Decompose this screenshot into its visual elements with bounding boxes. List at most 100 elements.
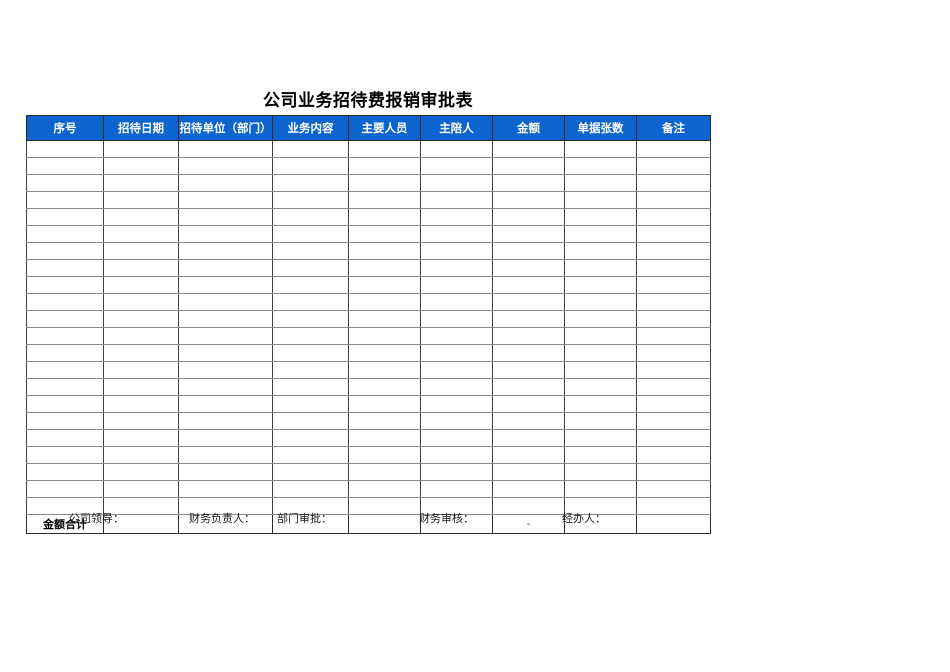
cell-business[interactable]	[272, 310, 349, 328]
cell-amount[interactable]	[492, 174, 565, 192]
cell-amount[interactable]	[492, 378, 565, 396]
cell-business[interactable]	[272, 361, 349, 379]
cell-host[interactable]	[420, 208, 493, 226]
cell-amount[interactable]	[492, 293, 565, 311]
cell-date[interactable]	[103, 208, 179, 226]
cell-date[interactable]	[103, 242, 179, 260]
cell-date[interactable]	[103, 225, 179, 243]
cell-staff[interactable]	[348, 140, 421, 158]
cell-business[interactable]	[272, 157, 349, 175]
cell-host[interactable]	[420, 327, 493, 345]
cell-amount[interactable]	[492, 276, 565, 294]
cell-business[interactable]	[272, 293, 349, 311]
cell-staff[interactable]	[348, 191, 421, 209]
cell-staff[interactable]	[348, 293, 421, 311]
cell-business[interactable]	[272, 480, 349, 498]
cell-date[interactable]	[103, 378, 179, 396]
cell-host[interactable]	[420, 412, 493, 430]
cell-receipts[interactable]	[564, 174, 637, 192]
cell-unit[interactable]	[178, 463, 273, 481]
cell-seq[interactable]	[26, 395, 104, 413]
cell-staff[interactable]	[348, 310, 421, 328]
cell-date[interactable]	[103, 429, 179, 447]
cell-seq[interactable]	[26, 327, 104, 345]
cell-unit[interactable]	[178, 446, 273, 464]
cell-host[interactable]	[420, 310, 493, 328]
cell-host[interactable]	[420, 446, 493, 464]
cell-receipts[interactable]	[564, 310, 637, 328]
column-header-staff[interactable]: 主要人员	[348, 115, 421, 141]
column-header-remarks[interactable]: 备注	[636, 115, 711, 141]
cell-host[interactable]	[420, 174, 493, 192]
cell-host[interactable]	[420, 225, 493, 243]
cell-unit[interactable]	[178, 310, 273, 328]
cell-business[interactable]	[272, 412, 349, 430]
cell-amount[interactable]	[492, 395, 565, 413]
cell-host[interactable]	[420, 429, 493, 447]
cell-amount[interactable]	[492, 463, 565, 481]
cell-host[interactable]	[420, 497, 493, 515]
cell-remarks[interactable]	[636, 480, 711, 498]
cell-staff[interactable]	[348, 242, 421, 260]
cell-remarks[interactable]	[636, 242, 711, 260]
cell-remarks[interactable]	[636, 327, 711, 345]
cell-amount[interactable]	[492, 208, 565, 226]
total-cell-remarks[interactable]	[636, 514, 711, 534]
cell-date[interactable]	[103, 191, 179, 209]
cell-host[interactable]	[420, 276, 493, 294]
cell-date[interactable]	[103, 395, 179, 413]
cell-unit[interactable]	[178, 497, 273, 515]
cell-seq[interactable]	[26, 174, 104, 192]
cell-receipts[interactable]	[564, 208, 637, 226]
cell-business[interactable]	[272, 344, 349, 362]
cell-amount[interactable]	[492, 344, 565, 362]
cell-staff[interactable]	[348, 276, 421, 294]
cell-business[interactable]	[272, 259, 349, 277]
cell-amount[interactable]	[492, 259, 565, 277]
cell-seq[interactable]	[26, 361, 104, 379]
cell-date[interactable]	[103, 412, 179, 430]
cell-unit[interactable]	[178, 242, 273, 260]
cell-unit[interactable]	[178, 208, 273, 226]
cell-staff[interactable]	[348, 208, 421, 226]
column-header-receipts[interactable]: 单据张数	[564, 115, 637, 141]
total-cell-staff[interactable]	[348, 514, 421, 534]
cell-host[interactable]	[420, 361, 493, 379]
cell-amount[interactable]	[492, 446, 565, 464]
cell-host[interactable]	[420, 463, 493, 481]
cell-staff[interactable]	[348, 480, 421, 498]
cell-amount[interactable]	[492, 191, 565, 209]
cell-business[interactable]	[272, 327, 349, 345]
cell-seq[interactable]	[26, 242, 104, 260]
cell-receipts[interactable]	[564, 242, 637, 260]
cell-seq[interactable]	[26, 480, 104, 498]
cell-receipts[interactable]	[564, 361, 637, 379]
cell-unit[interactable]	[178, 174, 273, 192]
column-header-seq[interactable]: 序号	[26, 115, 104, 141]
cell-business[interactable]	[272, 225, 349, 243]
cell-seq[interactable]	[26, 378, 104, 396]
cell-business[interactable]	[272, 174, 349, 192]
cell-date[interactable]	[103, 310, 179, 328]
cell-remarks[interactable]	[636, 497, 711, 515]
cell-seq[interactable]	[26, 225, 104, 243]
cell-date[interactable]	[103, 293, 179, 311]
cell-remarks[interactable]	[636, 361, 711, 379]
cell-staff[interactable]	[348, 378, 421, 396]
cell-remarks[interactable]	[636, 344, 711, 362]
cell-remarks[interactable]	[636, 412, 711, 430]
cell-unit[interactable]	[178, 412, 273, 430]
cell-remarks[interactable]	[636, 276, 711, 294]
cell-staff[interactable]	[348, 463, 421, 481]
cell-host[interactable]	[420, 242, 493, 260]
cell-date[interactable]	[103, 157, 179, 175]
cell-seq[interactable]	[26, 276, 104, 294]
cell-date[interactable]	[103, 344, 179, 362]
cell-date[interactable]	[103, 327, 179, 345]
total-cell-amount[interactable]: -	[492, 514, 565, 534]
cell-seq[interactable]	[26, 157, 104, 175]
cell-business[interactable]	[272, 191, 349, 209]
cell-business[interactable]	[272, 276, 349, 294]
column-header-business[interactable]: 业务内容	[272, 115, 349, 141]
cell-date[interactable]	[103, 497, 179, 515]
